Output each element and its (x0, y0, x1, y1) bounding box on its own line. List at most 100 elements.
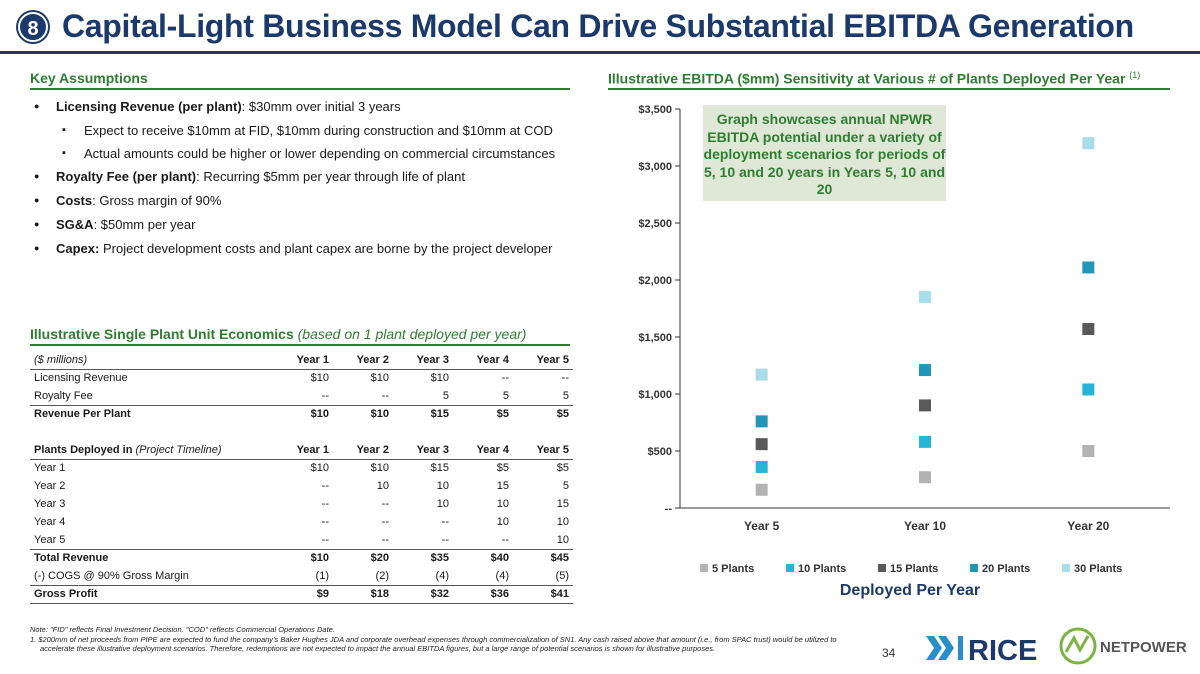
unit-economics-table: ($ millions) Year 1 Year 2 Year 3 Year 4 Year… (30, 351, 573, 604)
table-cell: $18 (333, 584, 393, 604)
table-cell: Year 5 (513, 441, 573, 460)
row-label: Gross Profit (30, 584, 273, 604)
table-cell: $15 (393, 404, 453, 423)
table-cell: Year 4 (453, 441, 513, 460)
table-cell: $41 (513, 584, 573, 604)
table-cell: 10 (556, 516, 569, 528)
y-tick-label: -- (665, 503, 673, 515)
legend-swatch (786, 564, 794, 572)
svg-text:NETPOWER: NETPOWER (1100, 639, 1187, 656)
svg-text:RICE: RICE (968, 635, 1037, 664)
list-item: Royalty Fee (per plant): Recurring $5mm … (34, 168, 564, 185)
legend-label: 30 Plants (1074, 563, 1122, 575)
table-cell: 15 (556, 498, 569, 510)
table-row: Year 4 -- -- -- 10 10 (30, 513, 573, 531)
list-item: SG&A: $50mm per year (34, 216, 564, 233)
data-point (1082, 261, 1095, 274)
legend-label: 10 Plants (798, 563, 846, 575)
ebitda-sensitivity-chart: -- $500 $1,000 $1,500 $2,000 $2,500 $3,000 $3,5… (638, 104, 1170, 575)
unit-economics-title: Illustrative Single Plant Unit Economics… (30, 326, 527, 342)
table-cell: $10 (273, 548, 333, 567)
table-row: Gross Profit $9 $18 $32 $36 $41 (30, 584, 573, 604)
y-tick-label: $1,500 (638, 332, 672, 344)
row-label: Year 1 (34, 462, 66, 475)
row-label: Year 5 (34, 533, 66, 546)
row-label: Year 2 (34, 480, 66, 492)
data-point (919, 471, 931, 484)
ebitda-chart-title: Illustrative EBITDA ($mm) Sensitivity at… (608, 70, 1141, 87)
netpower-logo: NETPOWER (1059, 627, 1187, 665)
list-item: Licensing Revenue (per plant): $30mm ove… (34, 98, 564, 115)
table-cell: $40 (453, 548, 513, 567)
table-row: Year 5 -- -- -- -- 10 (30, 531, 573, 549)
x-tick-label: Year 5 (744, 519, 780, 533)
table-cell: (2) (375, 569, 389, 582)
row-label: (-) COGS @ 90% Gross Margin (34, 569, 189, 582)
table-cell: $10 (310, 462, 329, 475)
data-point (755, 483, 768, 496)
table-row: Licensing Revenue $10 $10 $10 -- -- (30, 369, 573, 387)
table-row: Year 3 -- -- 10 10 15 (30, 495, 573, 513)
x-tick-label: Year 10 (904, 519, 946, 533)
data-point (755, 438, 768, 451)
y-tick-label: $2,500 (638, 218, 672, 230)
table-row: Revenue Per Plant $10 $10 $15 $5 $5 (30, 404, 573, 423)
row-label: Plants Deployed in (Project Timeline) (30, 441, 273, 460)
row-label: Revenue Per Plant (30, 404, 273, 423)
table-cell: -- (561, 372, 569, 385)
table-cell: $5 (453, 404, 513, 423)
legend-swatch (878, 564, 886, 572)
data-point (919, 291, 931, 304)
table-cell: $15 (430, 462, 449, 475)
page-title: Capital-Light Business Model Can Drive S… (62, 8, 1134, 44)
table-cell: -- (381, 516, 389, 528)
table-cell: -- (501, 533, 509, 546)
legend-label: 20 Plants (982, 563, 1030, 575)
data-point (755, 460, 768, 473)
table-cell: (4) (435, 569, 449, 582)
table-cell: -- (381, 498, 389, 510)
y-tick-label: $2,000 (638, 275, 672, 287)
footnote-note: Note: "FID" reflects Final Investment De… (30, 625, 335, 634)
data-point (919, 364, 931, 377)
list-subitem: Expect to receive $10mm at FID, $10mm du… (34, 122, 564, 139)
section-rule (30, 88, 570, 90)
assumptions-list: Licensing Revenue (per plant): $30mm ove… (34, 98, 564, 264)
table-cell: Year 4 (453, 351, 513, 370)
table-cell: (1) (315, 569, 329, 582)
list-subitem: Actual amounts could be higher or lower … (34, 145, 564, 162)
table-cell: -- (501, 372, 509, 385)
row-label: ($ millions) (30, 351, 273, 370)
table-row: Plants Deployed in (Project Timeline) Yea… (30, 441, 573, 460)
table-cell: $10 (273, 404, 333, 423)
table-cell: $9 (273, 584, 333, 604)
table-cell: Year 2 (333, 441, 393, 460)
spacer-row (30, 423, 573, 441)
table-cell: Year 5 (513, 351, 573, 370)
table-cell: -- (321, 533, 329, 546)
table-cell: 10 (496, 516, 509, 528)
table-cell: $5 (496, 462, 509, 475)
list-item: Costs: Gross margin of 90% (34, 192, 564, 209)
table-cell: $10 (430, 372, 449, 385)
table-cell: $35 (393, 548, 453, 567)
row-label: Year 3 (34, 498, 66, 510)
table-cell: -- (321, 480, 329, 492)
data-point (1082, 445, 1095, 457)
table-cell: Year 3 (393, 441, 453, 460)
table-cell: 10 (436, 498, 449, 510)
table-row: (-) COGS @ 90% Gross Margin (1) (2) (4) (4) (… (30, 567, 573, 585)
table-row: Year 1 $10 $10 $15 $5 $5 (30, 459, 573, 477)
data-point (1082, 137, 1095, 150)
section-rule (608, 88, 1170, 90)
table-cell: -- (321, 389, 329, 402)
table-row: Total Revenue $10 $20 $35 $40 $45 (30, 548, 573, 567)
legend-label: 5 Plants (712, 563, 754, 575)
table-cell: 5 (562, 389, 569, 402)
row-label: Total Revenue (30, 548, 273, 567)
legend-swatch (1062, 564, 1070, 572)
table-cell: 5 (562, 480, 569, 492)
table-cell: -- (441, 533, 449, 546)
row-label: Licensing Revenue (34, 372, 128, 385)
table-cell: $10 (333, 404, 393, 423)
